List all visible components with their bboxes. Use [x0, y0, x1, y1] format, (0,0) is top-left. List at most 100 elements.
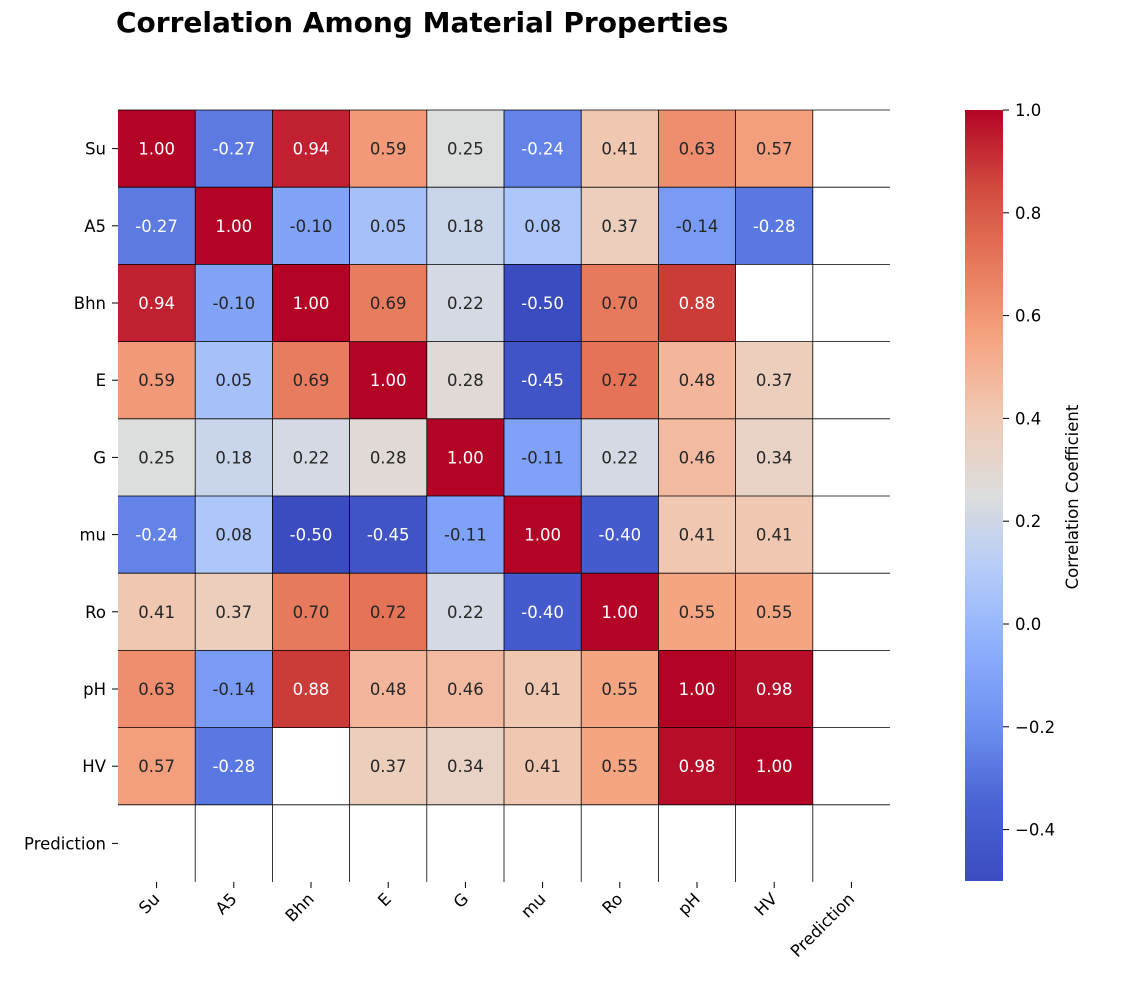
heatmap-cell — [735, 264, 813, 342]
heatmap-cell — [195, 341, 273, 419]
cell-value-label: 0.08 — [215, 526, 252, 545]
cell-value-label: 1.00 — [138, 140, 175, 159]
heatmap-cell — [349, 110, 427, 188]
heatmap-cell — [426, 187, 504, 265]
heatmap-cell — [272, 187, 350, 265]
cell-value-label: -0.28 — [753, 217, 796, 236]
cell-value-label: 0.34 — [447, 757, 484, 776]
cell-value-label: -0.24 — [521, 140, 564, 159]
cell-value-label: -0.28 — [212, 757, 255, 776]
y-tick-label: pH — [83, 680, 106, 699]
cell-value-label: 0.69 — [293, 371, 330, 390]
cell-value-label: 1.00 — [524, 526, 561, 545]
heatmap-cell — [272, 341, 350, 419]
heatmap-cell — [504, 496, 582, 574]
heatmap-cell — [272, 650, 350, 728]
cell-value-label: 0.69 — [370, 294, 407, 313]
cell-value-label: 1.00 — [756, 757, 793, 776]
heatmap-cell — [349, 496, 427, 574]
colorbar-tick-label: 0.6 — [1015, 307, 1041, 326]
heatmap-cell — [581, 110, 659, 188]
heatmap-cell — [118, 727, 196, 805]
cell-value-label: 0.63 — [138, 680, 175, 699]
x-tick-label: Ro — [598, 889, 626, 917]
heatmap-cell — [812, 650, 890, 728]
cell-value-label: 0.48 — [679, 371, 716, 390]
colorbar-tick-label: 1.0 — [1015, 101, 1041, 120]
heatmap-cell — [426, 341, 504, 419]
cell-value-label: 0.41 — [756, 526, 793, 545]
cell-value-label: 0.55 — [679, 603, 716, 622]
colorbar-tick-label: −0.2 — [1015, 718, 1055, 737]
cell-value-label: 0.88 — [293, 680, 330, 699]
heatmap-cell — [118, 496, 196, 574]
cell-value-label: 0.22 — [447, 603, 484, 622]
heatmap-cell — [658, 496, 736, 574]
cell-value-label: 0.22 — [601, 448, 638, 467]
heatmap-cell — [581, 650, 659, 728]
cell-value-label: 0.28 — [447, 371, 484, 390]
heatmap-cell — [504, 341, 582, 419]
heatmap-cell — [658, 264, 736, 342]
heatmap-cell — [195, 650, 273, 728]
x-tick-label: G — [450, 889, 472, 911]
cell-value-label: 0.57 — [756, 140, 793, 159]
heatmap-cell — [272, 573, 350, 651]
heatmap-cell — [735, 187, 813, 265]
heatmap-cell — [118, 187, 196, 265]
cell-value-label: 0.55 — [756, 603, 793, 622]
heatmap-cell — [658, 650, 736, 728]
x-tick-label: A5 — [212, 889, 241, 918]
x-tick-label: HV — [751, 889, 782, 920]
cell-value-label: 0.55 — [601, 680, 638, 699]
heatmap-cell — [658, 341, 736, 419]
heatmap-cell — [272, 496, 350, 574]
heatmap-cell — [658, 187, 736, 265]
cell-value-label: -0.45 — [367, 526, 410, 545]
y-tick-label: Ro — [85, 603, 106, 622]
cell-value-label: -0.14 — [676, 217, 719, 236]
colorbar-tick-label: 0.2 — [1015, 512, 1041, 531]
cell-value-label: 0.08 — [524, 217, 561, 236]
cell-value-label: 1.00 — [215, 217, 252, 236]
y-tick-label: Bhn — [74, 294, 106, 313]
heatmap-cell — [504, 418, 582, 496]
cell-value-label: 0.37 — [370, 757, 407, 776]
cell-value-label: 0.94 — [293, 140, 330, 159]
cell-value-label: 0.59 — [138, 371, 175, 390]
heatmap-cell — [195, 573, 273, 651]
colorbar-tick-label: 0.8 — [1015, 204, 1041, 223]
cell-value-label: 0.18 — [447, 217, 484, 236]
x-tick-label: E — [374, 889, 395, 910]
heatmap-cell — [426, 650, 504, 728]
y-tick-label: Prediction — [24, 834, 106, 853]
heatmap-cell — [426, 496, 504, 574]
heatmap-cell — [735, 573, 813, 651]
heatmap-cell — [812, 727, 890, 805]
cell-value-label: 0.25 — [138, 448, 175, 467]
colorbar-tick-label: −0.4 — [1015, 821, 1055, 840]
heatmap-cell — [504, 650, 582, 728]
heatmap-cell — [735, 418, 813, 496]
heatmap-cell — [195, 496, 273, 574]
heatmap-cell — [426, 418, 504, 496]
cell-value-label: 0.22 — [293, 448, 330, 467]
heatmap-cell — [581, 573, 659, 651]
heatmap-cell — [735, 727, 813, 805]
heatmap-cell — [426, 727, 504, 805]
heatmap-cell — [272, 727, 350, 805]
y-tick-label: E — [96, 371, 106, 390]
y-tick-label: HV — [82, 757, 106, 776]
cell-value-label: 0.37 — [756, 371, 793, 390]
heatmap-cell — [118, 573, 196, 651]
heatmap-cell — [735, 341, 813, 419]
heatmap-cell — [812, 496, 890, 574]
cell-value-label: -0.27 — [212, 140, 255, 159]
cell-value-label: -0.40 — [598, 526, 641, 545]
cell-value-label: 0.46 — [447, 680, 484, 699]
heatmap-cell — [118, 341, 196, 419]
heatmap-cell — [349, 650, 427, 728]
cell-value-label: 0.05 — [215, 371, 252, 390]
